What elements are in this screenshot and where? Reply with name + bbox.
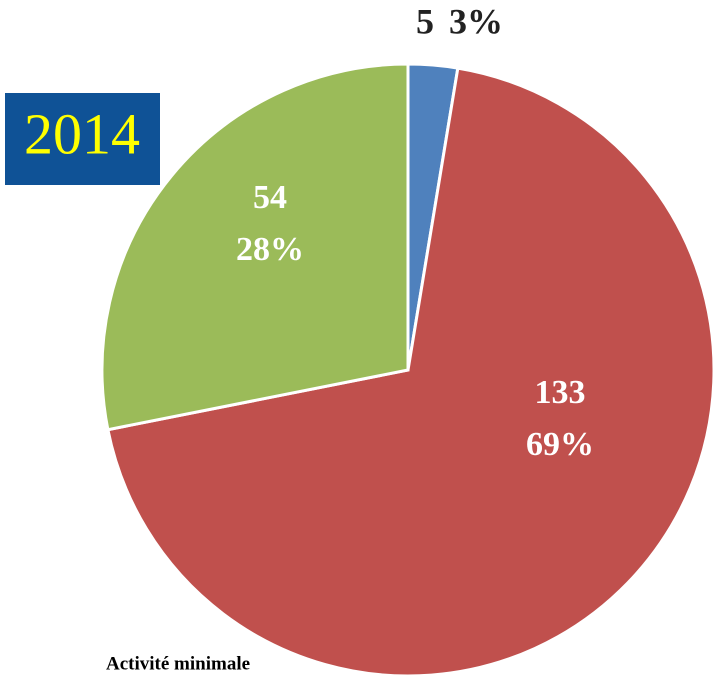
percentage-label: 69% (526, 426, 594, 463)
data-label: 5 (416, 1, 434, 41)
pie (100, 62, 714, 678)
data-label: 133 (535, 374, 586, 411)
title-box (5, 93, 160, 185)
pie-slice (100, 62, 410, 432)
data-label: 54 (253, 179, 287, 216)
chart-title: 2014 (24, 101, 140, 166)
legend-entry: Activité minimale (106, 653, 250, 674)
pie-slice (106, 66, 714, 678)
percentage-label: 3% (449, 1, 503, 41)
percentage-label: 28% (236, 231, 304, 268)
